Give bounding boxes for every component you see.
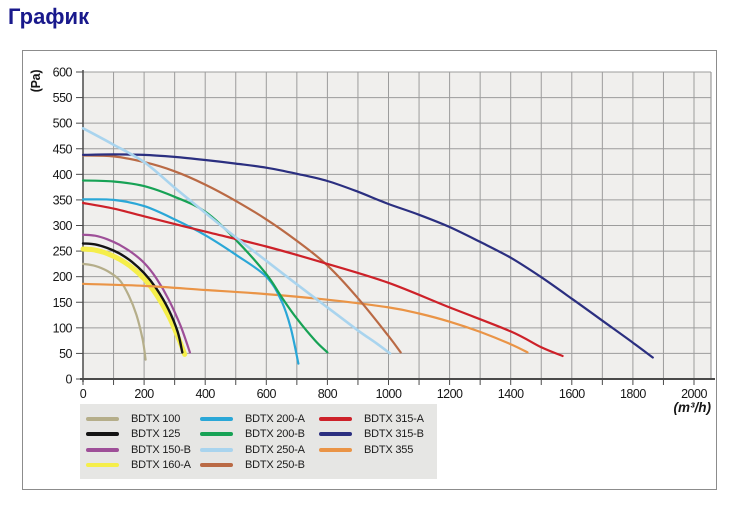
legend-line-swatch-icon [86,463,119,468]
x-tick-label: 200 [134,387,154,401]
legend-item-bdtx-200-b: BDTX 200-B [200,427,319,443]
x-tick-label: 800 [318,387,338,401]
curve-bdtx-150-b [81,233,191,354]
curve-bdtx-100 [81,262,147,361]
x-tick-label: 1600 [559,387,585,401]
legend-label: BDTX 315-B [364,428,424,441]
x-tick-label: 1400 [498,387,524,401]
x-tick-label: 2000 [681,387,707,401]
y-tick-label: 200 [53,270,73,284]
legend-line-swatch-icon [86,416,119,421]
y-tick-label: 500 [53,117,73,131]
chart-frame: (Pa) 0 200 400 600 800 1000 1200 1400 1600 1800 20… [22,50,717,490]
curve-bdtx-125 [81,242,184,354]
y-tick-label: 0 [66,373,73,387]
legend-line-swatch-icon [319,416,352,421]
legend-line-swatch-icon [200,463,233,468]
legend-label: BDTX 200-B [245,428,305,441]
legend-label: BDTX 315-A [364,412,424,425]
legend-label: BDTX 100 [131,412,181,425]
x-tick-label: 400 [196,387,216,401]
y-tick-label: 300 [53,219,73,233]
page-title: График [8,4,90,29]
y-tick-label: 150 [53,296,73,310]
legend-label: BDTX 250-B [245,459,305,472]
legend-item-bdtx-315-b: BDTX 315-B [319,427,437,443]
y-tick-label: 350 [53,193,73,207]
x-tick-label: 1200 [437,387,463,401]
legend-item-bdtx-100: BDTX 100 [86,411,200,427]
x-tick-label: 1000 [376,387,402,401]
legend-line-swatch-icon [200,416,233,421]
legend-label: BDTX 160-A [131,459,191,472]
legend-item-bdtx-125: BDTX 125 [86,427,200,443]
legend-item-bdtx-250-a: BDTX 250-A [200,442,319,458]
y-tick-label: 400 [53,168,73,182]
legend-item-bdtx-355: BDTX 355 [319,442,437,458]
curve-bdtx-355 [81,282,529,354]
legend-column-2: BDTX 200-A BDTX 200-B BDTX 250-A BDTX 250-B [200,411,319,479]
legend-label: BDTX 355 [364,443,414,456]
legend-column-3: BDTX 315-A BDTX 315-B BDTX 355 [319,411,437,479]
curve-bdtx-200-a [81,198,300,365]
curve-bdtx-250-a [81,127,392,355]
legend-line-swatch-icon [86,447,119,452]
y-tick-label: 550 [53,91,73,105]
legend-line-swatch-icon [319,432,352,437]
x-tick-label: 600 [257,387,277,401]
y-tick-label: 50 [59,347,72,361]
y-tick-label: 250 [53,245,73,259]
legend-item-bdtx-250-b: BDTX 250-B [200,458,319,474]
legend-item-bdtx-160-a: BDTX 160-A [86,458,200,474]
x-axis-unit-label: (m³/h) [673,400,712,415]
curve-bdtx-315-a [81,201,564,358]
legend-line-swatch-icon [86,432,119,437]
legend-label: BDTX 250-A [245,443,305,456]
legend-label: BDTX 200-A [245,412,305,425]
curve-bdtx-315-b [81,153,654,359]
x-tick-label: 1800 [620,387,646,401]
legend-line-swatch-icon [200,432,233,437]
legend-label: BDTX 125 [131,428,181,441]
legend-line-swatch-icon [319,447,352,452]
legend-item-bdtx-150-b: BDTX 150-B [86,442,200,458]
legend-line-swatch-icon [200,447,233,452]
y-tick-label: 600 [53,66,73,80]
legend-column-1: BDTX 100 BDTX 125 BDTX 150-B BDTX 160-A [86,411,200,479]
legend-item-bdtx-315-a: BDTX 315-A [319,411,437,427]
chart-legend: BDTX 100 BDTX 125 BDTX 150-B BDTX 160-A BDTX… [80,404,437,479]
legend-label: BDTX 150-B [131,443,191,456]
y-tick-label: 450 [53,142,73,156]
x-tick-label: 0 [80,387,87,401]
legend-item-bdtx-200-a: BDTX 200-A [200,411,319,427]
curve-bdtx-160-a [80,246,188,357]
chart-plot-area: 0 200 400 600 800 1000 1200 1400 1600 1800 2000 0 50… [53,66,715,401]
y-tick-label: 100 [53,321,73,335]
